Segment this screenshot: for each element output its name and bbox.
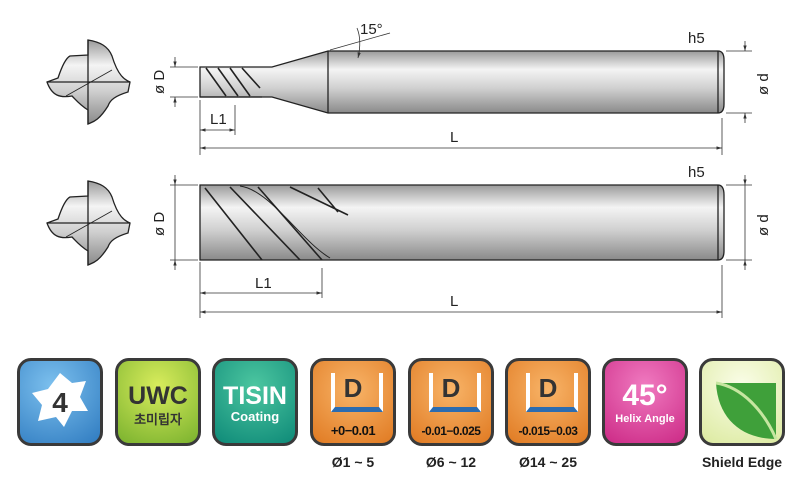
end-mill-small <box>199 50 725 114</box>
flute-length-label: L1 <box>210 111 227 128</box>
total-length-label: L <box>450 129 458 146</box>
coating-badge: TISIN Coating <box>212 358 298 446</box>
diameter-range: Ø6 ~ 12 <box>425 454 477 470</box>
end-view-top <box>46 39 131 126</box>
diameter-tolerance-icon <box>526 373 578 412</box>
tolerance-value: +0−0.01 <box>330 423 376 438</box>
badge-title: D <box>441 373 461 403</box>
diameter-range: Ø14 ~ 25 <box>519 454 577 470</box>
tolerance-badge-2: D -0.01−0.025 <box>408 358 494 446</box>
badge-title: D <box>538 373 558 403</box>
tolerance-label: h5 <box>688 30 705 47</box>
tolerance-value: -0.01−0.025 <box>421 424 481 438</box>
shank-diameter-label: ø d <box>755 214 772 236</box>
tolerance-label: h5 <box>688 164 705 181</box>
dimensions-bottom <box>170 175 752 318</box>
tolerance-value: -0.015−0.03 <box>518 424 578 438</box>
end-mill-large <box>199 184 725 261</box>
shield-edge-caption: Shield Edge <box>701 454 783 470</box>
badge-title: 45° <box>622 379 668 412</box>
diameter-tolerance-icon <box>331 373 383 412</box>
leaf-icon <box>715 381 778 440</box>
four-flute-icon <box>32 373 88 427</box>
dimensions-top <box>170 27 752 155</box>
cut-diameter-label: ø D <box>151 70 168 94</box>
flute-count-badge: 4 <box>17 358 103 446</box>
badge-subtitle: Coating <box>230 409 280 424</box>
shield-edge-badge <box>699 358 785 446</box>
tolerance-badge-3: D -0.015−0.03 <box>505 358 591 446</box>
diameter-tolerance-icon <box>429 373 481 412</box>
uwc-badge: UWC 초미립자 <box>115 358 201 446</box>
badge-subtitle: Helix Angle <box>615 413 675 425</box>
flute-length-label: L1 <box>255 275 272 292</box>
badge-title: UWC <box>128 382 188 410</box>
angle-label: 15° <box>360 21 383 38</box>
tolerance-badge-1: D +0−0.01 <box>310 358 396 446</box>
helix-angle-badge: 45° Helix Angle <box>602 358 688 446</box>
badge-title: TISIN <box>223 382 287 410</box>
total-length-label: L <box>450 293 458 310</box>
cut-diameter-label: ø D <box>151 212 168 236</box>
badge-subtitle: 초미립자 <box>134 412 182 427</box>
badge-title: D <box>343 373 363 403</box>
shank-diameter-label: ø d <box>755 73 772 95</box>
end-view-bottom <box>46 180 131 267</box>
technical-drawing: 15° h5 ø D ø d L1 L h5 ø D ø d L1 L <box>46 21 772 318</box>
flute-count: 4 <box>52 387 68 418</box>
diameter-range: Ø1 ~ 5 <box>331 454 375 470</box>
